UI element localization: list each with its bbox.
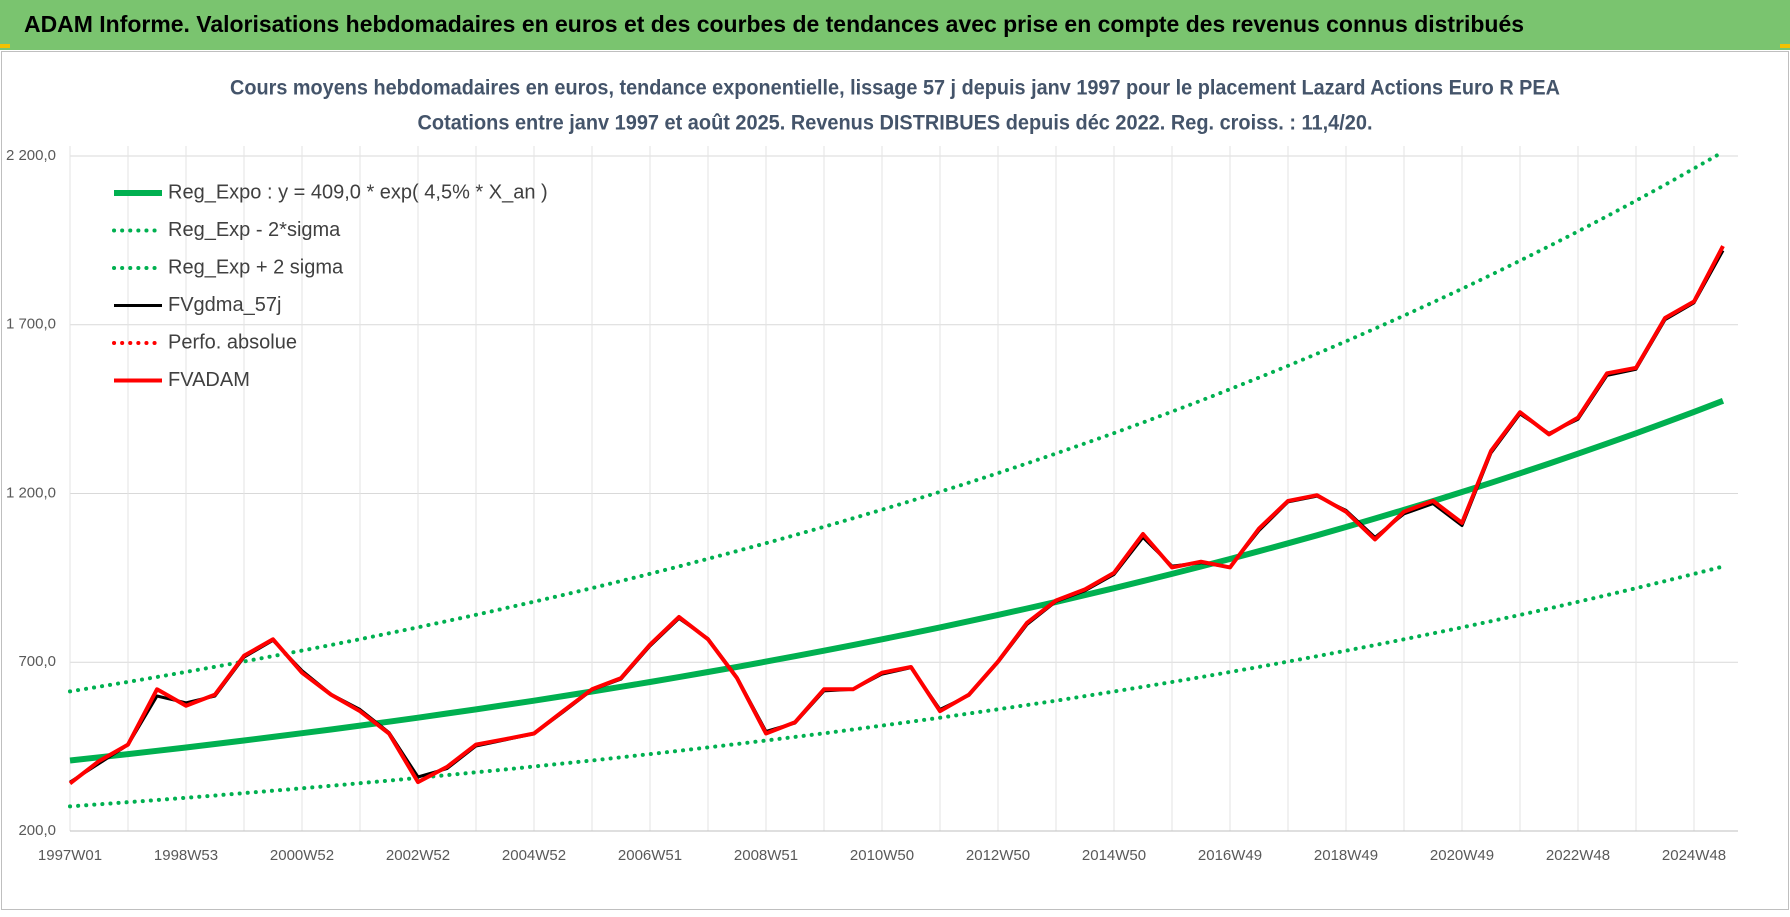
chart-subtitle: Cotations entre janv 1997 et août 2025. … (418, 112, 1373, 135)
legend-label: Reg_Exp + 2 sigma (168, 256, 344, 278)
y-tick-label: 700,0 (18, 653, 56, 670)
legend-label: Reg_Exp - 2*sigma (168, 219, 341, 241)
series-line (69, 397, 1725, 764)
series-line (68, 245, 1725, 785)
x-tick-label: 2010W50 (850, 847, 914, 864)
plot (68, 149, 1725, 809)
x-tick-label: 2002W52 (386, 847, 450, 864)
x-tick-label: 1998W53 (154, 847, 218, 864)
legend-label: FVADAM (168, 369, 250, 391)
x-tick-label: 2016W49 (1198, 847, 1262, 864)
y-tick-label: 1 700,0 (6, 316, 56, 333)
x-tick-label: 2006W51 (618, 847, 682, 864)
x-tick-label: 2022W48 (1546, 847, 1610, 864)
x-tick-label: 1997W01 (38, 847, 102, 864)
x-tick-label: 2008W51 (734, 847, 798, 864)
corner-mark (0, 44, 10, 48)
x-tick-label: 2000W52 (270, 847, 334, 864)
y-tick-label: 1 200,0 (6, 484, 56, 501)
legend-label: Reg_Expo : y = 409,0 * exp( 4,5% * X_an … (168, 181, 548, 203)
x-tick-label: 2014W50 (1082, 847, 1146, 864)
header-bar (0, 0, 1790, 50)
x-tick-label: 2024W48 (1662, 847, 1726, 864)
y-tick-label: 200,0 (18, 822, 56, 839)
series-line (68, 564, 1725, 809)
header-title: ADAM Informe. Valorisations hebdomadaire… (24, 11, 1524, 37)
x-tick-label: 2018W49 (1314, 847, 1378, 864)
y-tick-label: 2 200,0 (6, 147, 56, 164)
corner-mark (1780, 44, 1790, 48)
grid: 200,0 700,0 1 200,0 1 700,0 2 200,0 1997W01 19… (6, 146, 1738, 864)
legend-label: FVgdma_57j (168, 294, 281, 316)
x-tick-label: 2020W49 (1430, 847, 1494, 864)
x-tick-label: 2004W52 (502, 847, 566, 864)
chart-title: Cours moyens hebdomadaires en euros, ten… (230, 77, 1560, 100)
legend: Reg_Expo : y = 409,0 * exp( 4,5% * X_an … (112, 181, 548, 391)
legend-label: Perfo. absolue (168, 331, 297, 353)
x-tick-label: 2012W50 (966, 847, 1030, 864)
